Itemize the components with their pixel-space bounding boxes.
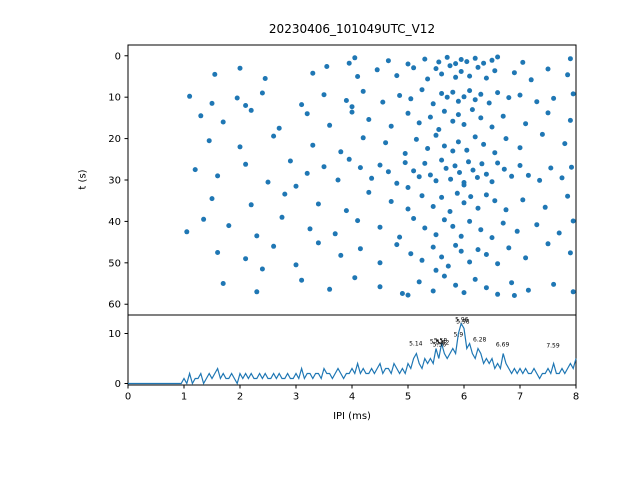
svg-text:8: 8: [573, 392, 579, 403]
svg-text:5.58: 5.58: [434, 338, 448, 345]
svg-text:7: 7: [517, 392, 523, 403]
svg-text:0: 0: [125, 392, 131, 403]
svg-text:3: 3: [293, 392, 299, 403]
svg-text:1: 1: [181, 392, 187, 403]
svg-text:5.9: 5.9: [454, 332, 464, 339]
svg-text:60: 60: [108, 300, 121, 311]
svg-text:7.59: 7.59: [546, 343, 560, 350]
svg-text:40: 40: [108, 217, 121, 228]
peak-annotations: 5.14 5.515.565.585.62 5.9 5.965.98 6.28 6.69 7…: [409, 317, 560, 350]
svg-text:4: 4: [349, 392, 355, 403]
svg-text:5: 5: [405, 392, 411, 403]
svg-text:5.14: 5.14: [409, 341, 423, 348]
svg-text:0: 0: [115, 379, 121, 390]
svg-text:10: 10: [108, 93, 121, 104]
x-axis-label: IPI (ms): [333, 411, 371, 422]
svg-text:30: 30: [108, 176, 121, 187]
svg-text:0: 0: [115, 51, 121, 62]
scatter-points: [184, 54, 576, 298]
svg-text:10: 10: [108, 329, 121, 340]
svg-text:5.98: 5.98: [456, 319, 470, 326]
svg-text:50: 50: [108, 258, 121, 269]
svg-text:2: 2: [237, 392, 243, 403]
svg-text:5.56: 5.56: [433, 342, 447, 349]
svg-text:20: 20: [108, 134, 121, 145]
svg-text:6.69: 6.69: [496, 342, 510, 349]
svg-text:6.28: 6.28: [473, 337, 487, 344]
svg-text:6: 6: [461, 392, 467, 403]
axis-ticks: 0 1 2 3 4 5 6 7 8 0 10 20 30 40 50 60 0 10: [108, 51, 579, 402]
svg-text:5.96: 5.96: [455, 317, 469, 324]
chart-title: 20230406_101049UTC_V12: [268, 22, 436, 36]
histogram-line: [128, 321, 577, 386]
svg-text:5.62: 5.62: [436, 340, 450, 347]
svg-text:5.51: 5.51: [430, 339, 444, 346]
